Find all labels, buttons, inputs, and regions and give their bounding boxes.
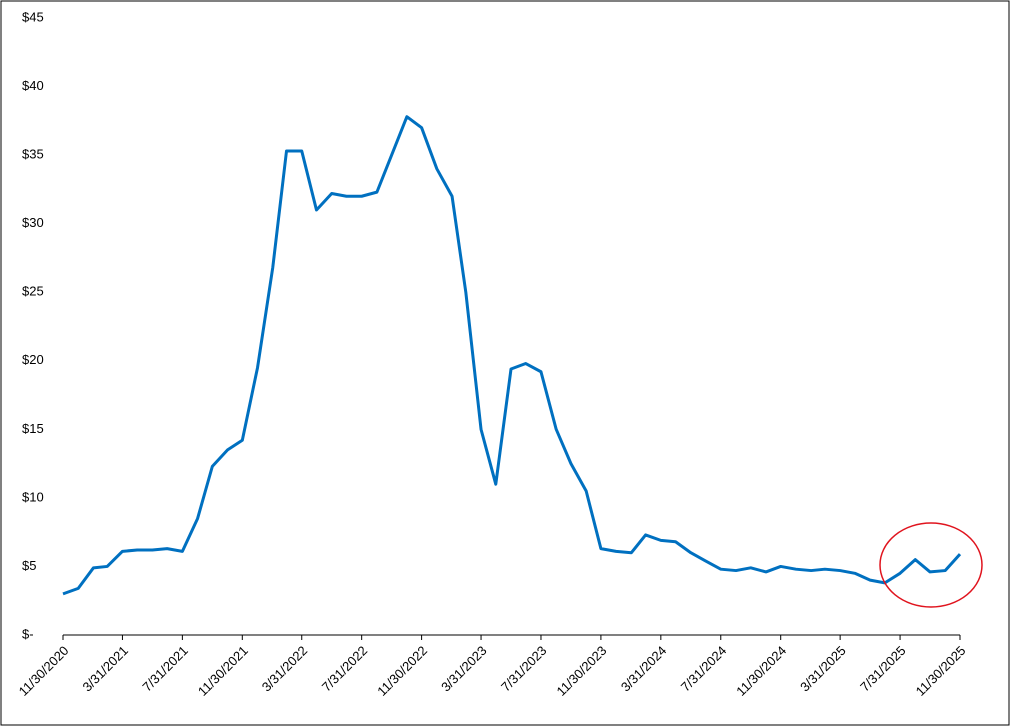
x-tick-label: 3/31/2022: [259, 643, 311, 695]
x-tick-label: 3/31/2021: [79, 643, 131, 695]
y-tick-label: $15: [22, 421, 44, 436]
x-tick-label: 11/30/2025: [913, 643, 969, 699]
x-tick-label: 3/31/2024: [618, 643, 670, 695]
x-tick-label: 11/30/2023: [554, 643, 610, 699]
highlight-circle: [879, 522, 983, 608]
y-tick-label: $-: [22, 626, 34, 641]
y-tick-label: $40: [22, 78, 44, 93]
x-tick-label: 7/31/2021: [139, 643, 191, 695]
y-tick-label: $5: [22, 558, 36, 573]
series-line: [62, 115, 962, 596]
x-tick-label: 11/30/2020: [16, 643, 72, 699]
y-tick-label: $25: [22, 284, 44, 299]
x-tick-label: 11/30/2024: [733, 643, 789, 699]
x-tick-label: 3/31/2023: [438, 643, 490, 695]
x-tick-label: 11/30/2021: [195, 643, 251, 699]
y-tick-label: $30: [22, 215, 44, 230]
x-tick-label: 7/31/2022: [319, 643, 371, 695]
x-tick-label: 7/31/2025: [857, 643, 909, 695]
y-tick-label: $10: [22, 489, 44, 504]
x-tick-label: 7/31/2023: [498, 643, 550, 695]
y-tick-label: $35: [22, 147, 44, 162]
x-tick-label: 7/31/2024: [678, 643, 730, 695]
x-tick-label: 11/30/2022: [374, 643, 430, 699]
y-tick-label: $45: [22, 9, 44, 24]
x-tick-label: 3/31/2025: [797, 643, 849, 695]
y-tick-label: $20: [22, 352, 44, 367]
